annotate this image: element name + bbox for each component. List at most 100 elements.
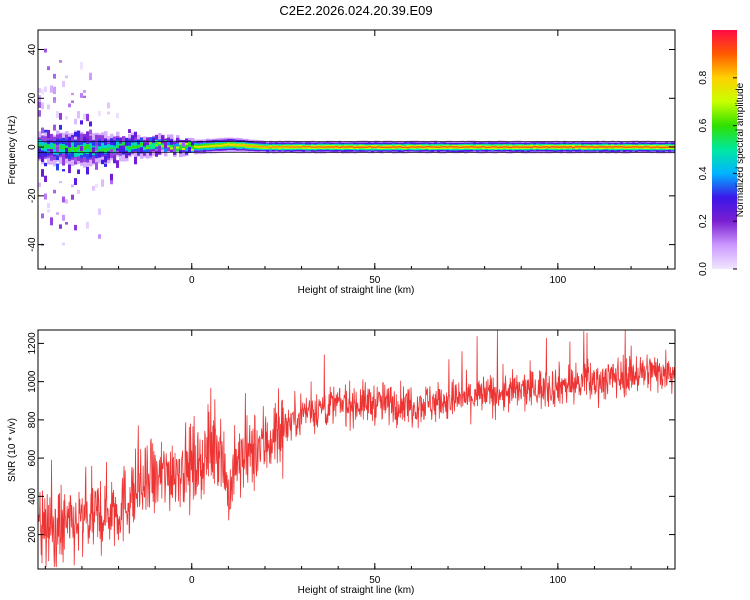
snr-frame: [37, 329, 676, 570]
heatmap-cell: [617, 146, 621, 148]
heatmap-speckle: [68, 139, 71, 148]
heatmap-speckle: [95, 183, 98, 188]
heatmap-cell: [449, 145, 453, 148]
heatmap-speckle: [185, 151, 188, 155]
snr-ytick-label: 1000: [27, 370, 38, 393]
heatmap-speckle: [107, 111, 110, 115]
heatmap-cell: [422, 146, 426, 148]
heatmap-cell: [506, 146, 510, 148]
heatmap-speckle: [59, 60, 62, 63]
heatmap-speckle: [74, 158, 77, 163]
heatmap-speckle: [167, 147, 170, 152]
heatmap-speckle: [89, 72, 92, 81]
heatmap-cell: [437, 146, 441, 148]
spectrogram-xtick-label: 0: [189, 275, 195, 286]
heatmap-speckle: [173, 145, 176, 152]
heatmap-speckle: [98, 208, 101, 215]
heatmap-cell: [260, 145, 264, 148]
heatmap-cell: [518, 146, 522, 148]
heatmap-cell: [242, 144, 246, 147]
heatmap-speckle: [38, 152, 41, 158]
heatmap-speckle: [65, 222, 68, 225]
heatmap-speckle: [56, 163, 59, 171]
heatmap-cell: [179, 145, 183, 150]
heatmap-cell: [200, 145, 204, 148]
heatmap-cell: [68, 147, 72, 152]
heatmap-cell: [41, 141, 45, 151]
heatmap-speckle: [110, 178, 113, 185]
heatmap-cell: [308, 146, 312, 148]
heatmap-cell: [89, 148, 93, 153]
heatmap-cell: [143, 143, 147, 151]
heatmap-cell: [638, 146, 642, 148]
colorbar: 0.0 0.2 0.4 0.6 0.8 Normalized spectral ampl…: [698, 30, 746, 276]
heatmap-speckle: [149, 152, 152, 156]
heatmap-speckle: [83, 95, 86, 99]
heatmap-speckle: [104, 163, 107, 167]
heatmap-speckle: [95, 162, 98, 170]
heatmap-cell: [497, 146, 501, 149]
heatmap-cell: [626, 146, 630, 148]
heatmap-speckle: [113, 155, 116, 163]
heatmap-cell: [47, 144, 51, 154]
heatmap-speckle: [62, 196, 65, 203]
heatmap-speckle: [62, 242, 65, 246]
heatmap-speckle: [50, 85, 53, 93]
heatmap-speckle: [41, 127, 44, 134]
heatmap-speckle: [53, 189, 56, 194]
heatmap-cell: [287, 146, 291, 148]
heatmap-cell: [530, 146, 534, 149]
heatmap-speckle: [56, 155, 59, 161]
heatmap-speckle: [62, 214, 65, 221]
snr-ytick-label: 200: [27, 526, 38, 543]
heatmap-cell: [635, 146, 639, 148]
heatmap-speckle: [41, 89, 44, 95]
heatmap-cell: [284, 146, 288, 148]
heatmap-cell: [533, 146, 537, 148]
heatmap-speckle: [74, 178, 77, 185]
heatmap-cell: [545, 146, 549, 148]
heatmap-speckle: [80, 133, 83, 140]
heatmap-cell: [476, 146, 480, 148]
heatmap-speckle: [161, 138, 164, 144]
heatmap-cell: [578, 146, 582, 148]
heatmap-cell: [395, 146, 399, 148]
heatmap-cell: [335, 146, 339, 148]
heatmap-cell: [392, 146, 396, 148]
spectrogram-ytick-label: -20: [27, 188, 38, 203]
heatmap-cell: [239, 144, 243, 147]
heatmap-speckle: [92, 149, 95, 154]
heatmap-cell: [269, 146, 273, 149]
heatmap-cell: [323, 146, 327, 148]
heatmap-cell: [632, 146, 636, 148]
heatmap-speckle: [119, 145, 122, 152]
heatmap-cell: [227, 143, 231, 146]
heatmap-cell: [416, 146, 420, 148]
heatmap-cell: [158, 141, 162, 145]
heatmap-cell: [512, 146, 516, 148]
heatmap-cell: [527, 146, 531, 148]
heatmap-speckle: [131, 137, 134, 141]
heatmap-cell: [245, 144, 249, 147]
heatmap-cell: [101, 148, 105, 152]
heatmap-speckle: [128, 153, 131, 156]
heatmap-cell: [491, 146, 495, 148]
heatmap-speckle: [62, 80, 65, 88]
heatmap-cell: [344, 146, 348, 148]
heatmap-cell: [401, 146, 405, 149]
heatmap-speckle: [71, 194, 74, 200]
heatmap-cell: [83, 146, 87, 151]
heatmap-speckle: [50, 149, 53, 155]
heatmap-speckle: [44, 86, 47, 93]
heatmap-speckle: [176, 139, 179, 144]
heatmap-speckle: [56, 111, 59, 118]
heatmap-cell: [305, 146, 309, 148]
heatmap-speckle: [113, 159, 116, 164]
heatmap-speckle: [56, 146, 59, 153]
heatmap-cell: [368, 146, 372, 148]
heatmap-cell: [134, 145, 138, 149]
heatmap-cell: [230, 144, 234, 146]
heatmap-cell: [503, 146, 507, 148]
heatmap-cell: [542, 146, 546, 148]
